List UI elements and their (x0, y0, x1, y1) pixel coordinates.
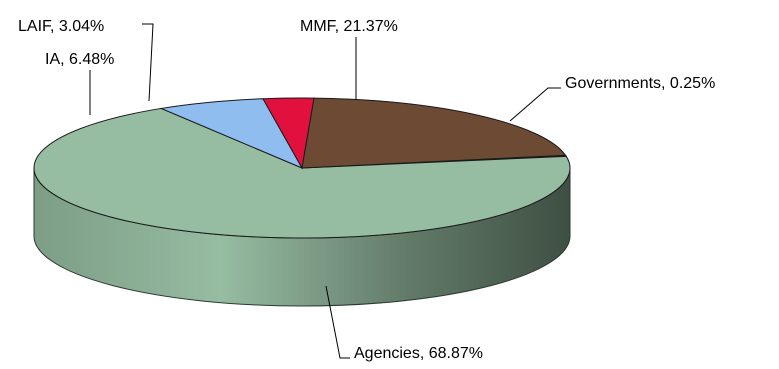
pie-label-layer: Governments, 0.25% Agencies, 68.87% IA, 6.… (18, 18, 715, 362)
pie-top-layer (33, 97, 571, 239)
data-label-ia: IA, 6.48% (45, 51, 114, 68)
leader-line-agencies (325, 285, 350, 359)
data-label-laif: LAIF, 3.04% (18, 18, 104, 35)
pie-slice-agencies (33, 107, 571, 239)
leader-line-governments (509, 87, 561, 122)
data-label-agencies: Agencies, 68.87% (354, 345, 483, 362)
data-label-governments: Governments, 0.25% (565, 75, 715, 92)
leader-line-laif (142, 23, 154, 102)
data-label-mmf: MMF, 21.37% (300, 18, 398, 35)
pie-slice-mmf (301, 97, 567, 169)
